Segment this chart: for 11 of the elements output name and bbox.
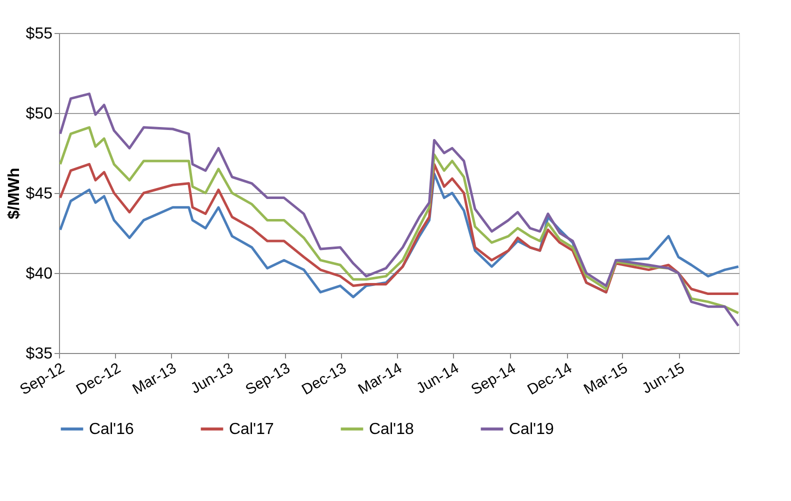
- y-tick-label: $45: [26, 186, 53, 202]
- legend-label: Cal'19: [509, 421, 554, 438]
- y-tick-label: $55: [26, 26, 53, 42]
- y-tick-label: $40: [26, 266, 53, 282]
- legend-label: Cal'17: [229, 421, 274, 438]
- legend-label: Cal'16: [89, 421, 134, 438]
- line-series: [58, 92, 740, 328]
- y-axis-title: $/MWh: [6, 168, 23, 220]
- y-tick-label: $50: [26, 106, 53, 122]
- legend-label: Cal'18: [369, 421, 414, 438]
- y-tick-label: $35: [26, 346, 53, 362]
